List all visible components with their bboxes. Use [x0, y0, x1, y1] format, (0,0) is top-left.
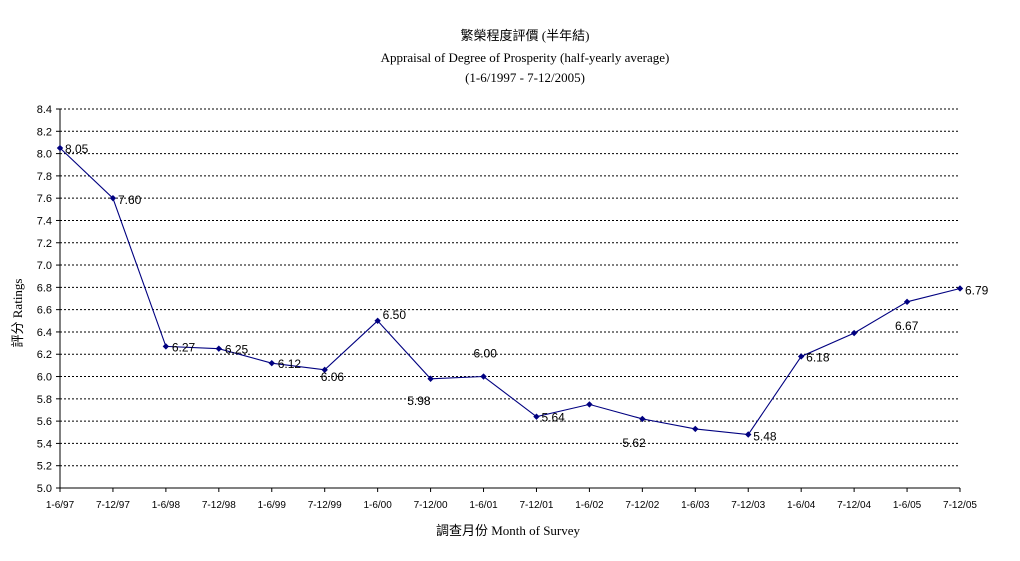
- data-point: [374, 317, 381, 324]
- data-label: 6.27: [172, 340, 196, 354]
- x-tick-label: 1-6/04: [787, 500, 816, 511]
- data-label: 6.67: [895, 319, 919, 333]
- x-tick-label: 7-12/03: [731, 500, 765, 511]
- data-point: [162, 343, 170, 350]
- data-point: [427, 375, 434, 382]
- y-tick-label: 7.8: [37, 171, 52, 183]
- x-tick-label: 1-6/03: [681, 500, 710, 511]
- data-label: 6.79: [965, 283, 989, 297]
- data-point: [56, 144, 64, 152]
- data-point: [850, 329, 858, 337]
- x-tick-label: 7-12/04: [837, 500, 871, 511]
- series-line: [59, 147, 961, 436]
- y-tick-label: 6.2: [37, 349, 52, 361]
- y-tick-label: 6.8: [37, 282, 52, 294]
- y-tick-label: 8.2: [37, 126, 52, 138]
- x-tick-label: 7-12/00: [414, 500, 448, 511]
- y-tick-label: 5.6: [37, 416, 52, 428]
- data-label: 5.62: [622, 436, 646, 450]
- data-label: 6.50: [383, 308, 407, 322]
- y-tick-label: 8.4: [37, 104, 52, 116]
- data-label: 6.18: [806, 350, 830, 364]
- data-label: 6.00: [474, 347, 498, 361]
- x-tick-label: 7-12/02: [625, 500, 659, 511]
- data-point: [639, 415, 646, 423]
- data-point: [109, 194, 117, 202]
- data-point: [215, 345, 223, 352]
- data-label: 6.12: [278, 357, 302, 371]
- x-axis-title: 調查月份 Month of Survey: [436, 523, 581, 538]
- data-point: [797, 353, 805, 360]
- y-tick-label: 5.4: [37, 438, 52, 450]
- data-point: [480, 373, 487, 380]
- data-label: 5.64: [541, 411, 565, 425]
- x-tick-label: 7-12/99: [308, 500, 342, 511]
- x-tick-label: 1-6/00: [363, 500, 392, 511]
- x-tick-label: 1-6/05: [893, 500, 922, 511]
- data-point: [956, 285, 964, 292]
- x-tick-label: 7-12/98: [202, 500, 236, 511]
- series: [56, 144, 964, 438]
- y-axis-title: 評分 Ratings: [10, 279, 25, 348]
- data-labels: 8.05 7.60 6.27 6.25 6.12 6.06 6.50 5.98 6.00 5.64…: [65, 142, 989, 450]
- data-point: [268, 359, 275, 367]
- y-tick-label: 8.0: [37, 149, 52, 161]
- y-tick-label: 7.0: [37, 260, 52, 272]
- x-axis-tick-labels: 1-6/97 7-12/97 1-6/98 7-12/98 1-6/99 7-12/99 1…: [46, 500, 978, 511]
- x-tick-label: 7-12/05: [943, 500, 977, 511]
- data-point: [533, 413, 540, 420]
- y-tick-label: 7.6: [37, 193, 52, 205]
- y-tick-label: 7.2: [37, 238, 52, 250]
- x-tick-label: 1-6/98: [152, 500, 181, 511]
- data-point: [586, 401, 593, 408]
- data-label: 7.60: [118, 193, 142, 207]
- y-tick-label: 5.2: [37, 461, 52, 473]
- x-tick-label: 1-6/97: [46, 500, 75, 511]
- chart-subtitle: Appraisal of Degree of Prosperity (half-…: [381, 50, 670, 65]
- data-point: [745, 431, 752, 438]
- x-tick-label: 7-12/01: [520, 500, 554, 511]
- x-tick-label: 1-6/01: [469, 500, 498, 511]
- x-tick-label: 1-6/99: [258, 500, 287, 511]
- y-tick-label: 6.0: [37, 372, 52, 384]
- x-tick-label: 1-6/02: [575, 500, 604, 511]
- y-tick-label: 7.4: [37, 215, 52, 227]
- data-label: 5.48: [753, 429, 777, 443]
- gridlines: [60, 108, 960, 467]
- y-axis-tick-labels: 5.0 5.2 5.4 5.6 5.8 6.0 6.2 6.4 6.6 6.8 7.0 7.2 7.4 7…: [37, 104, 52, 495]
- y-tick-label: 6.4: [37, 327, 52, 339]
- data-point: [903, 298, 911, 306]
- data-label: 5.98: [407, 394, 431, 408]
- chart-title: 繁榮程度評價 (半年結): [461, 28, 590, 43]
- y-tick-label: 5.0: [37, 483, 52, 495]
- axes: [56, 108, 961, 492]
- data-label: 6.06: [321, 370, 345, 384]
- y-tick-label: 5.8: [37, 394, 52, 406]
- x-tick-label: 7-12/97: [96, 500, 130, 511]
- data-point: [321, 366, 328, 374]
- y-tick-label: 6.6: [37, 305, 52, 317]
- data-point: [692, 425, 699, 433]
- data-label: 6.25: [225, 343, 249, 357]
- chart-subtitle-range: (1-6/1997 - 7-12/2005): [465, 70, 585, 85]
- data-label: 8.05: [65, 142, 89, 156]
